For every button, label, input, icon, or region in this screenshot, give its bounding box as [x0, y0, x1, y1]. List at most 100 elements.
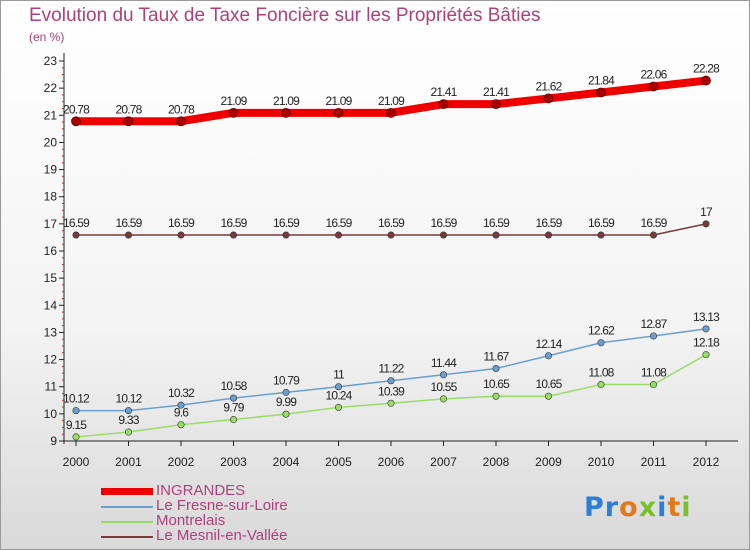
x-tick-label: 2009 [535, 455, 562, 469]
y-tick-label: 13 [44, 325, 58, 339]
data-label-le-fresne-sur-loire: 12.62 [588, 324, 615, 338]
data-point-montrelais [282, 410, 290, 418]
data-label-le-mesnil-en-vallee: 16.59 [430, 216, 457, 230]
data-point-le-fresne-sur-loire [334, 383, 342, 391]
data-label-ingrandes: 20.78 [115, 102, 142, 116]
legend-label-le-mesnil-en-vallee: Le Mesnil-en-Vallée [156, 527, 288, 544]
data-point-le-mesnil-en-vallee [702, 220, 710, 228]
data-label-ingrandes: 21.09 [325, 94, 352, 108]
data-point-le-mesnil-en-vallee [597, 231, 605, 239]
data-label-le-fresne-sur-loire: 10.32 [168, 386, 195, 400]
data-point-ingrandes [596, 87, 606, 98]
data-point-le-fresne-sur-loire [597, 339, 605, 347]
data-label-le-mesnil-en-vallee: 16.59 [168, 216, 195, 230]
data-label-montrelais: 11.08 [641, 366, 667, 380]
data-label-le-mesnil-en-vallee: 16.59 [588, 216, 615, 230]
data-point-montrelais [544, 392, 552, 400]
legend: INGRANDES Le Fresne-sur-Loire Montrelais… [101, 482, 401, 544]
data-point-ingrandes [228, 107, 239, 118]
legend-label-montrelais: Montrelais [156, 512, 226, 529]
data-point-ingrandes [386, 107, 396, 118]
data-point-le-fresne-sur-loire [492, 365, 500, 373]
data-label-le-fresne-sur-loire: 10.79 [273, 373, 300, 387]
data-point-montrelais [334, 403, 342, 411]
x-tick-label: 2005 [325, 455, 352, 469]
data-point-le-fresne-sur-loire [439, 371, 447, 379]
legend-swatch-le-mesnil-en-vallee [101, 536, 153, 538]
data-label-le-fresne-sur-loire: 11.22 [378, 362, 404, 376]
logo-letter: r [604, 492, 620, 523]
data-point-ingrandes [71, 116, 81, 127]
legend-item-montrelais: Montrelais [101, 512, 401, 529]
data-point-montrelais [492, 392, 500, 400]
logo-letter: P [584, 492, 605, 523]
data-point-le-fresne-sur-loire [177, 401, 185, 409]
data-point-le-mesnil-en-vallee [334, 231, 342, 239]
data-point-ingrandes [543, 93, 554, 104]
data-point-le-mesnil-en-vallee [282, 231, 290, 239]
data-label-le-mesnil-en-vallee: 16.59 [325, 216, 352, 230]
data-point-le-fresne-sur-loire [649, 332, 657, 340]
data-label-montrelais: 10.55 [430, 380, 457, 394]
y-tick-label: 21 [44, 108, 58, 122]
y-tick-label: 17 [44, 217, 58, 231]
x-tick-label: 2002 [168, 455, 195, 469]
data-label-montrelais: 9.99 [276, 395, 297, 409]
data-point-montrelais [177, 421, 185, 429]
data-label-ingrandes: 21.62 [535, 79, 562, 93]
data-label-le-mesnil-en-vallee: 16.59 [640, 216, 667, 230]
data-point-le-fresne-sur-loire [387, 377, 395, 385]
y-tick-label: 10 [44, 407, 58, 421]
data-point-le-mesnil-en-vallee [387, 231, 395, 239]
data-label-le-mesnil-en-vallee: 16.59 [273, 216, 300, 230]
data-point-le-mesnil-en-vallee [649, 231, 657, 239]
y-tick-label: 12 [44, 353, 58, 367]
logo-letter: x [638, 492, 658, 523]
data-label-le-mesnil-en-vallee: 16.59 [535, 216, 562, 230]
data-label-le-mesnil-en-vallee: 16.59 [63, 216, 90, 230]
data-point-montrelais [702, 351, 710, 359]
data-label-le-mesnil-en-vallee: 16.59 [220, 216, 247, 230]
y-tick-label: 15 [44, 271, 58, 285]
x-tick-label: 2006 [378, 455, 405, 469]
data-label-ingrandes: 21.41 [483, 85, 510, 99]
x-tick-label: 2008 [483, 455, 510, 469]
x-tick-label: 2000 [63, 455, 90, 469]
data-label-montrelais: 10.65 [535, 377, 562, 391]
data-point-ingrandes [123, 116, 134, 127]
x-tick-label: 2012 [693, 455, 720, 469]
data-point-montrelais [597, 381, 605, 389]
data-label-ingrandes: 22.28 [693, 62, 720, 76]
logo-letter: i [681, 492, 692, 523]
data-label-montrelais: 12.18 [693, 336, 720, 350]
data-label-ingrandes: 21.84 [588, 73, 615, 87]
legend-swatch-le-fresne-sur-loire [101, 506, 153, 508]
data-label-ingrandes: 21.09 [273, 94, 300, 108]
data-label-le-fresne-sur-loire: 10.12 [63, 392, 90, 406]
data-label-ingrandes: 22.06 [640, 68, 667, 82]
data-label-le-fresne-sur-loire: 12.14 [535, 337, 562, 351]
data-label-ingrandes: 20.78 [168, 102, 195, 116]
data-label-montrelais: 10.65 [483, 377, 510, 391]
data-label-le-fresne-sur-loire: 11 [333, 368, 345, 382]
logo-letter: i [657, 492, 668, 523]
data-label-le-mesnil-en-vallee: 16.59 [483, 216, 510, 230]
data-label-ingrandes: 21.41 [430, 85, 457, 99]
y-unit-label: (en %) [29, 30, 65, 44]
data-point-ingrandes [176, 116, 186, 127]
data-point-le-fresne-sur-loire [282, 388, 290, 396]
data-point-ingrandes [333, 107, 344, 118]
legend-label-ingrandes: INGRANDES [156, 482, 246, 499]
data-label-montrelais: 9.33 [118, 413, 139, 427]
data-label-le-fresne-sur-loire: 12.87 [640, 317, 667, 331]
y-tick-label: 11 [45, 380, 58, 394]
data-label-le-fresne-sur-loire: 13.13 [693, 310, 720, 324]
data-point-ingrandes [491, 99, 501, 110]
data-label-montrelais: 11.08 [588, 366, 614, 380]
data-point-le-mesnil-en-vallee [72, 231, 80, 239]
data-point-montrelais [72, 433, 80, 441]
data-label-montrelais: 9.15 [66, 418, 87, 432]
data-point-ingrandes [281, 107, 291, 118]
